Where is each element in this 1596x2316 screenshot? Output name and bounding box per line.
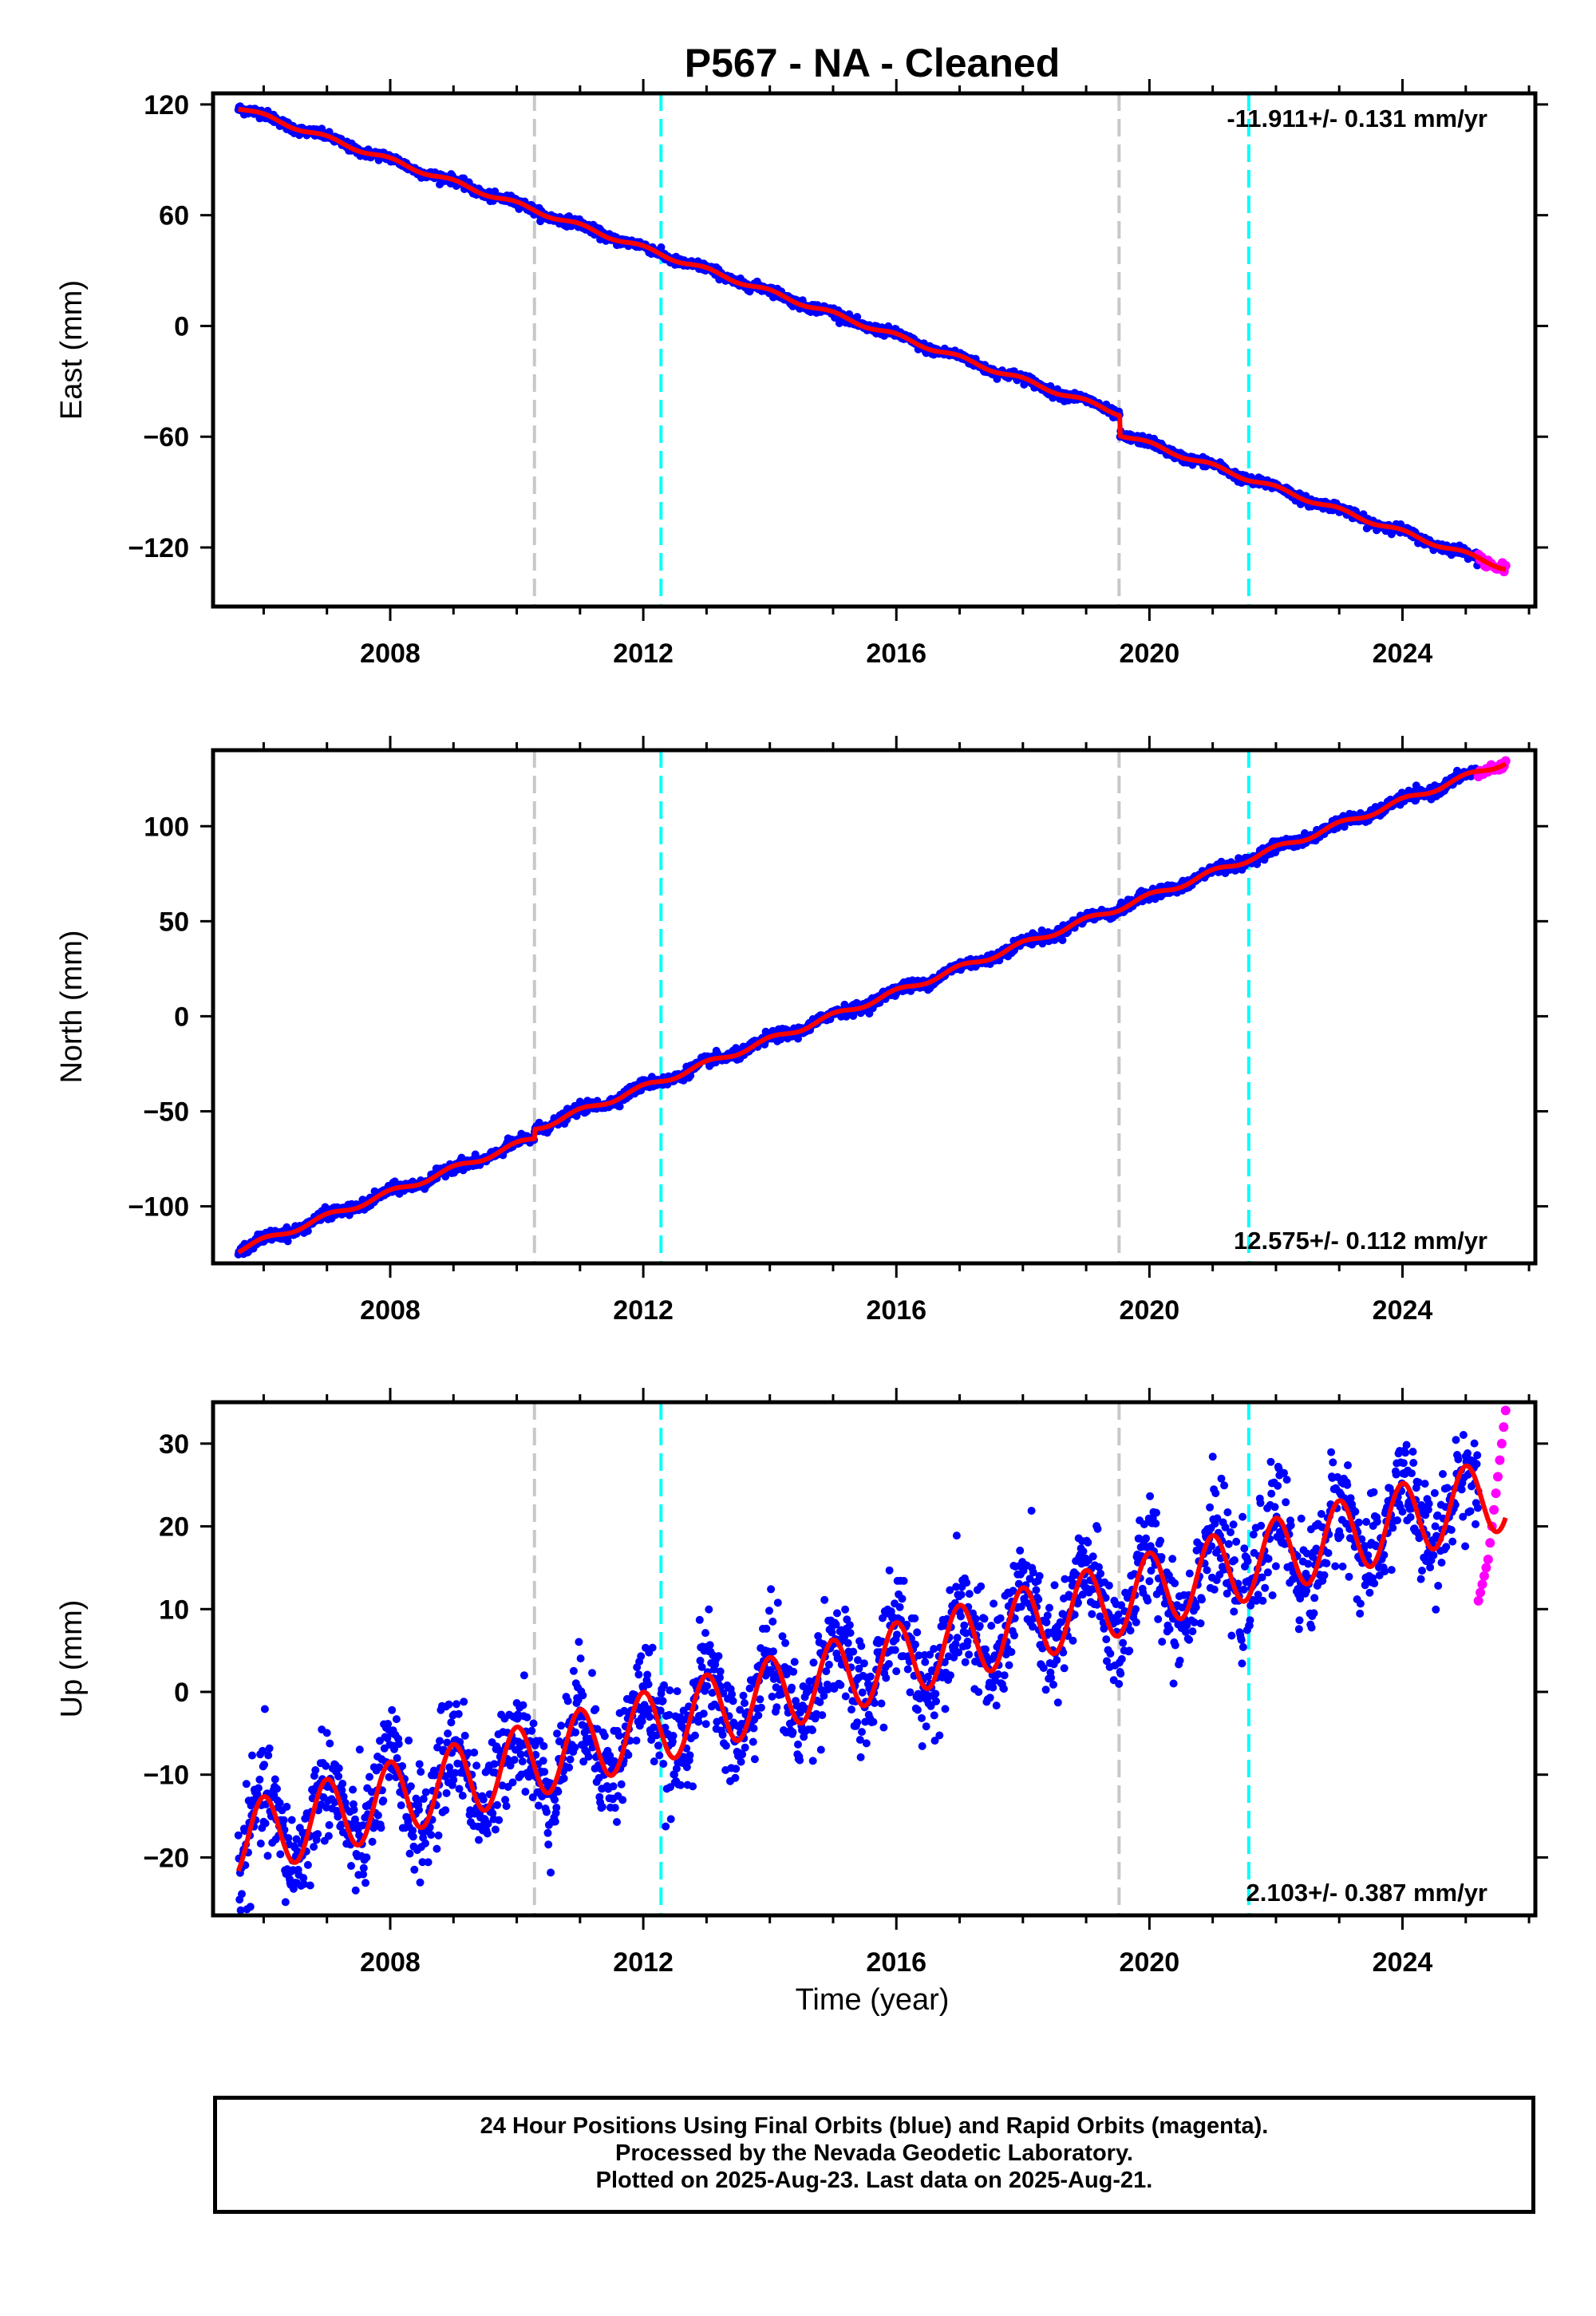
rate-label-north: 12.575+/- 0.112 mm/yr: [1234, 1227, 1487, 1255]
x-tick-label: 2020: [1120, 1295, 1180, 1326]
y-tick-label: 60: [159, 201, 189, 231]
rapid-orbit-point: [1476, 1587, 1486, 1598]
y-tick-label: 30: [159, 1429, 189, 1460]
x-tick-label: 2012: [613, 1295, 674, 1326]
panel-north: 100 50 0 −50 −100 2008 2012 2016 2020 2024 North (…: [55, 736, 1548, 1326]
y-tick-label: 0: [174, 311, 189, 342]
rapid-orbit-points-up: [1473, 1405, 1511, 1606]
rapid-orbit-point: [1477, 1579, 1487, 1590]
x-tick-label: 2020: [1120, 638, 1180, 669]
y-tick-label: 100: [144, 812, 189, 842]
rapid-orbit-point: [1496, 1438, 1507, 1448]
chart-title: P567 - NA - Cleaned: [685, 41, 1061, 85]
y-tick-label: −120: [128, 533, 189, 563]
rate-label-up: 2.103+/- 0.387 mm/yr: [1246, 1879, 1487, 1907]
x-tick-label: 2008: [360, 1295, 421, 1326]
y-tick-label: 10: [159, 1595, 189, 1625]
final-orbit-point-cloud: [234, 1402, 1483, 1915]
caption-line-1: 24 Hour Positions Using Final Orbits (bl…: [480, 2113, 1269, 2139]
x-tick-label: 2012: [613, 1947, 674, 1978]
rapid-orbit-point: [1500, 1405, 1511, 1416]
y-tick-label: 0: [174, 1678, 189, 1708]
rapid-orbit-point: [1499, 1422, 1509, 1433]
rapid-orbit-point: [1485, 1538, 1495, 1548]
model-fit-line-east: [236, 106, 1507, 572]
panels: 120 60 0 −60 −120 2008 2012 2016 2020 2024 East (m…: [55, 79, 1548, 1978]
y-tick-label: 20: [159, 1512, 189, 1543]
y-tick-label: 120: [144, 90, 189, 121]
y-axis-label-north: North (mm): [55, 930, 89, 1083]
caption-line-3: Plotted on 2025-Aug-23. Last data on 202…: [595, 2168, 1153, 2193]
x-tick-label: 2020: [1120, 1947, 1180, 1978]
final-orbit-points-up: [234, 1402, 1483, 1915]
x-tick-label: 2024: [1373, 1295, 1433, 1326]
y-axis-label-up: Up (mm): [55, 1600, 89, 1718]
y-tick-label: −20: [143, 1843, 189, 1873]
rapid-orbit-point: [1479, 1571, 1489, 1581]
y-tick-label: −100: [128, 1192, 189, 1223]
plot-area-up: [234, 1402, 1511, 1915]
model-fit-line-up: [235, 1463, 1508, 1872]
y-tick-label: −50: [143, 1097, 189, 1127]
caption-box: 24 Hour Positions Using Final Orbits (bl…: [213, 2096, 1535, 2214]
rapid-orbit-point: [1491, 1488, 1501, 1499]
y-tick-label: 50: [159, 907, 189, 937]
y-tick-label: 0: [174, 1002, 189, 1032]
rapid-orbit-point: [1489, 1504, 1499, 1515]
plot-area-east: [234, 93, 1511, 607]
plot-area-north: [234, 750, 1511, 1263]
panel-up: 30 20 10 0 −10 −20 2008 2012 2016 2020 2024 Up (mm)…: [55, 1388, 1548, 1978]
x-tick-label: 2016: [866, 1947, 926, 1978]
panel-east: 120 60 0 −60 −120 2008 2012 2016 2020 2024 East (m…: [55, 79, 1548, 669]
caption-line-2: Processed by the Nevada Geodetic Laborat…: [615, 2140, 1133, 2166]
y-tick-label: −10: [143, 1761, 189, 1791]
x-tick-label: 2024: [1373, 1947, 1433, 1978]
y-tick-label: −60: [143, 422, 189, 453]
panel-frame-east: [211, 91, 1538, 609]
model-fit-line-north: [236, 761, 1507, 1255]
x-tick-label: 2024: [1373, 638, 1433, 669]
x-tick-label: 2016: [866, 638, 926, 669]
rate-label-east: -11.911+/- 0.131 mm/yr: [1227, 105, 1487, 132]
y-axis-label-east: East (mm): [55, 280, 89, 420]
panel-frame-up: [211, 1400, 1538, 1918]
x-tick-label: 2012: [613, 638, 674, 669]
x-tick-label: 2016: [866, 1295, 926, 1326]
rapid-orbit-point: [1495, 1455, 1505, 1465]
rapid-orbit-point: [1483, 1555, 1493, 1565]
x-tick-label: 2008: [360, 638, 421, 669]
rapid-orbit-point: [1473, 1595, 1483, 1606]
x-axis-label: Time (year): [796, 1983, 950, 2017]
rapid-orbit-point: [1481, 1563, 1491, 1573]
panel-frame-north: [211, 748, 1538, 1266]
rapid-orbit-point: [1492, 1472, 1503, 1482]
x-tick-label: 2008: [360, 1947, 421, 1978]
